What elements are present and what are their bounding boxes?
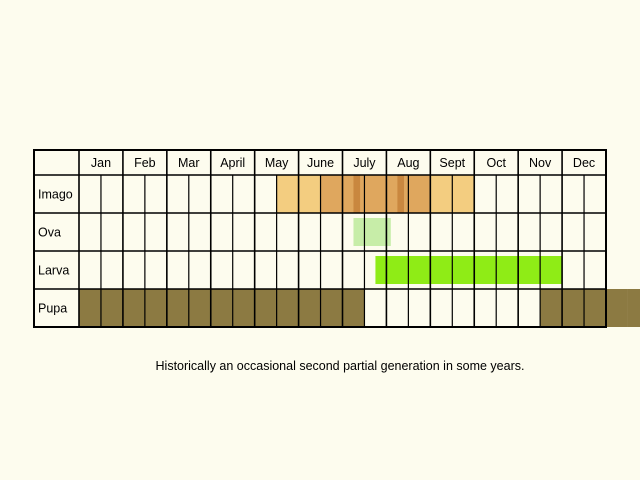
stage-cell-pupa — [122, 289, 145, 327]
stage-cell-imago — [364, 175, 387, 213]
stage-cell-imago — [386, 175, 409, 213]
stage-label-ova: Ova — [38, 226, 61, 240]
stage-cell-pupa — [584, 289, 606, 327]
generation-note: Historically an occasional second partia… — [155, 359, 525, 373]
month-label-nov: Nov — [529, 156, 552, 170]
month-label-feb: Feb — [134, 156, 156, 170]
month-label-july: July — [353, 156, 376, 170]
month-label-sept: Sept — [439, 156, 465, 170]
stage-cell-pupa — [342, 289, 365, 327]
stage-cell-pupa — [562, 289, 585, 327]
stage-cell-imago — [276, 175, 299, 213]
month-label-aug: Aug — [397, 156, 419, 170]
stage-label-pupa: Pupa — [38, 302, 67, 316]
stage-cell-pupa — [188, 289, 211, 327]
stage-cell-pupa — [540, 289, 563, 327]
stage-cell-imago — [320, 175, 343, 213]
month-label-dec: Dec — [573, 156, 595, 170]
stage-cell-pupa — [254, 289, 277, 327]
stage-cell-pupa — [79, 289, 101, 327]
stage-cell-pupa — [606, 289, 628, 327]
month-label-june: June — [307, 156, 334, 170]
stage-cell-imago — [298, 175, 321, 213]
month-label-may: May — [265, 156, 289, 170]
stage-label-imago: Imago — [38, 188, 73, 202]
stage-cell-pupa — [144, 289, 167, 327]
stage-cell-pupa — [210, 289, 233, 327]
stage-cell-pupa — [320, 289, 343, 327]
month-label-mar: Mar — [178, 156, 200, 170]
month-label-april: April — [220, 156, 245, 170]
stage-cell-pupa — [276, 289, 299, 327]
stage-cell-pupa — [166, 289, 189, 327]
stage-cell-imago — [430, 175, 453, 213]
stage-cell-pupa — [627, 289, 640, 327]
month-label-oct: Oct — [486, 156, 506, 170]
stage-band-ova — [353, 218, 391, 246]
stage-cell-pupa — [100, 289, 123, 327]
stage-band-larva — [375, 256, 563, 284]
stage-cell-pupa — [232, 289, 255, 327]
stage-cell-imago — [452, 175, 475, 213]
stage-label-larva: Larva — [38, 264, 69, 278]
table-border — [33, 149, 607, 328]
stage-cell-pupa — [298, 289, 321, 327]
stage-accent-imago — [353, 175, 361, 213]
month-label-jan: Jan — [91, 156, 111, 170]
stage-accent-imago — [397, 175, 404, 213]
stage-cell-imago — [408, 175, 431, 213]
